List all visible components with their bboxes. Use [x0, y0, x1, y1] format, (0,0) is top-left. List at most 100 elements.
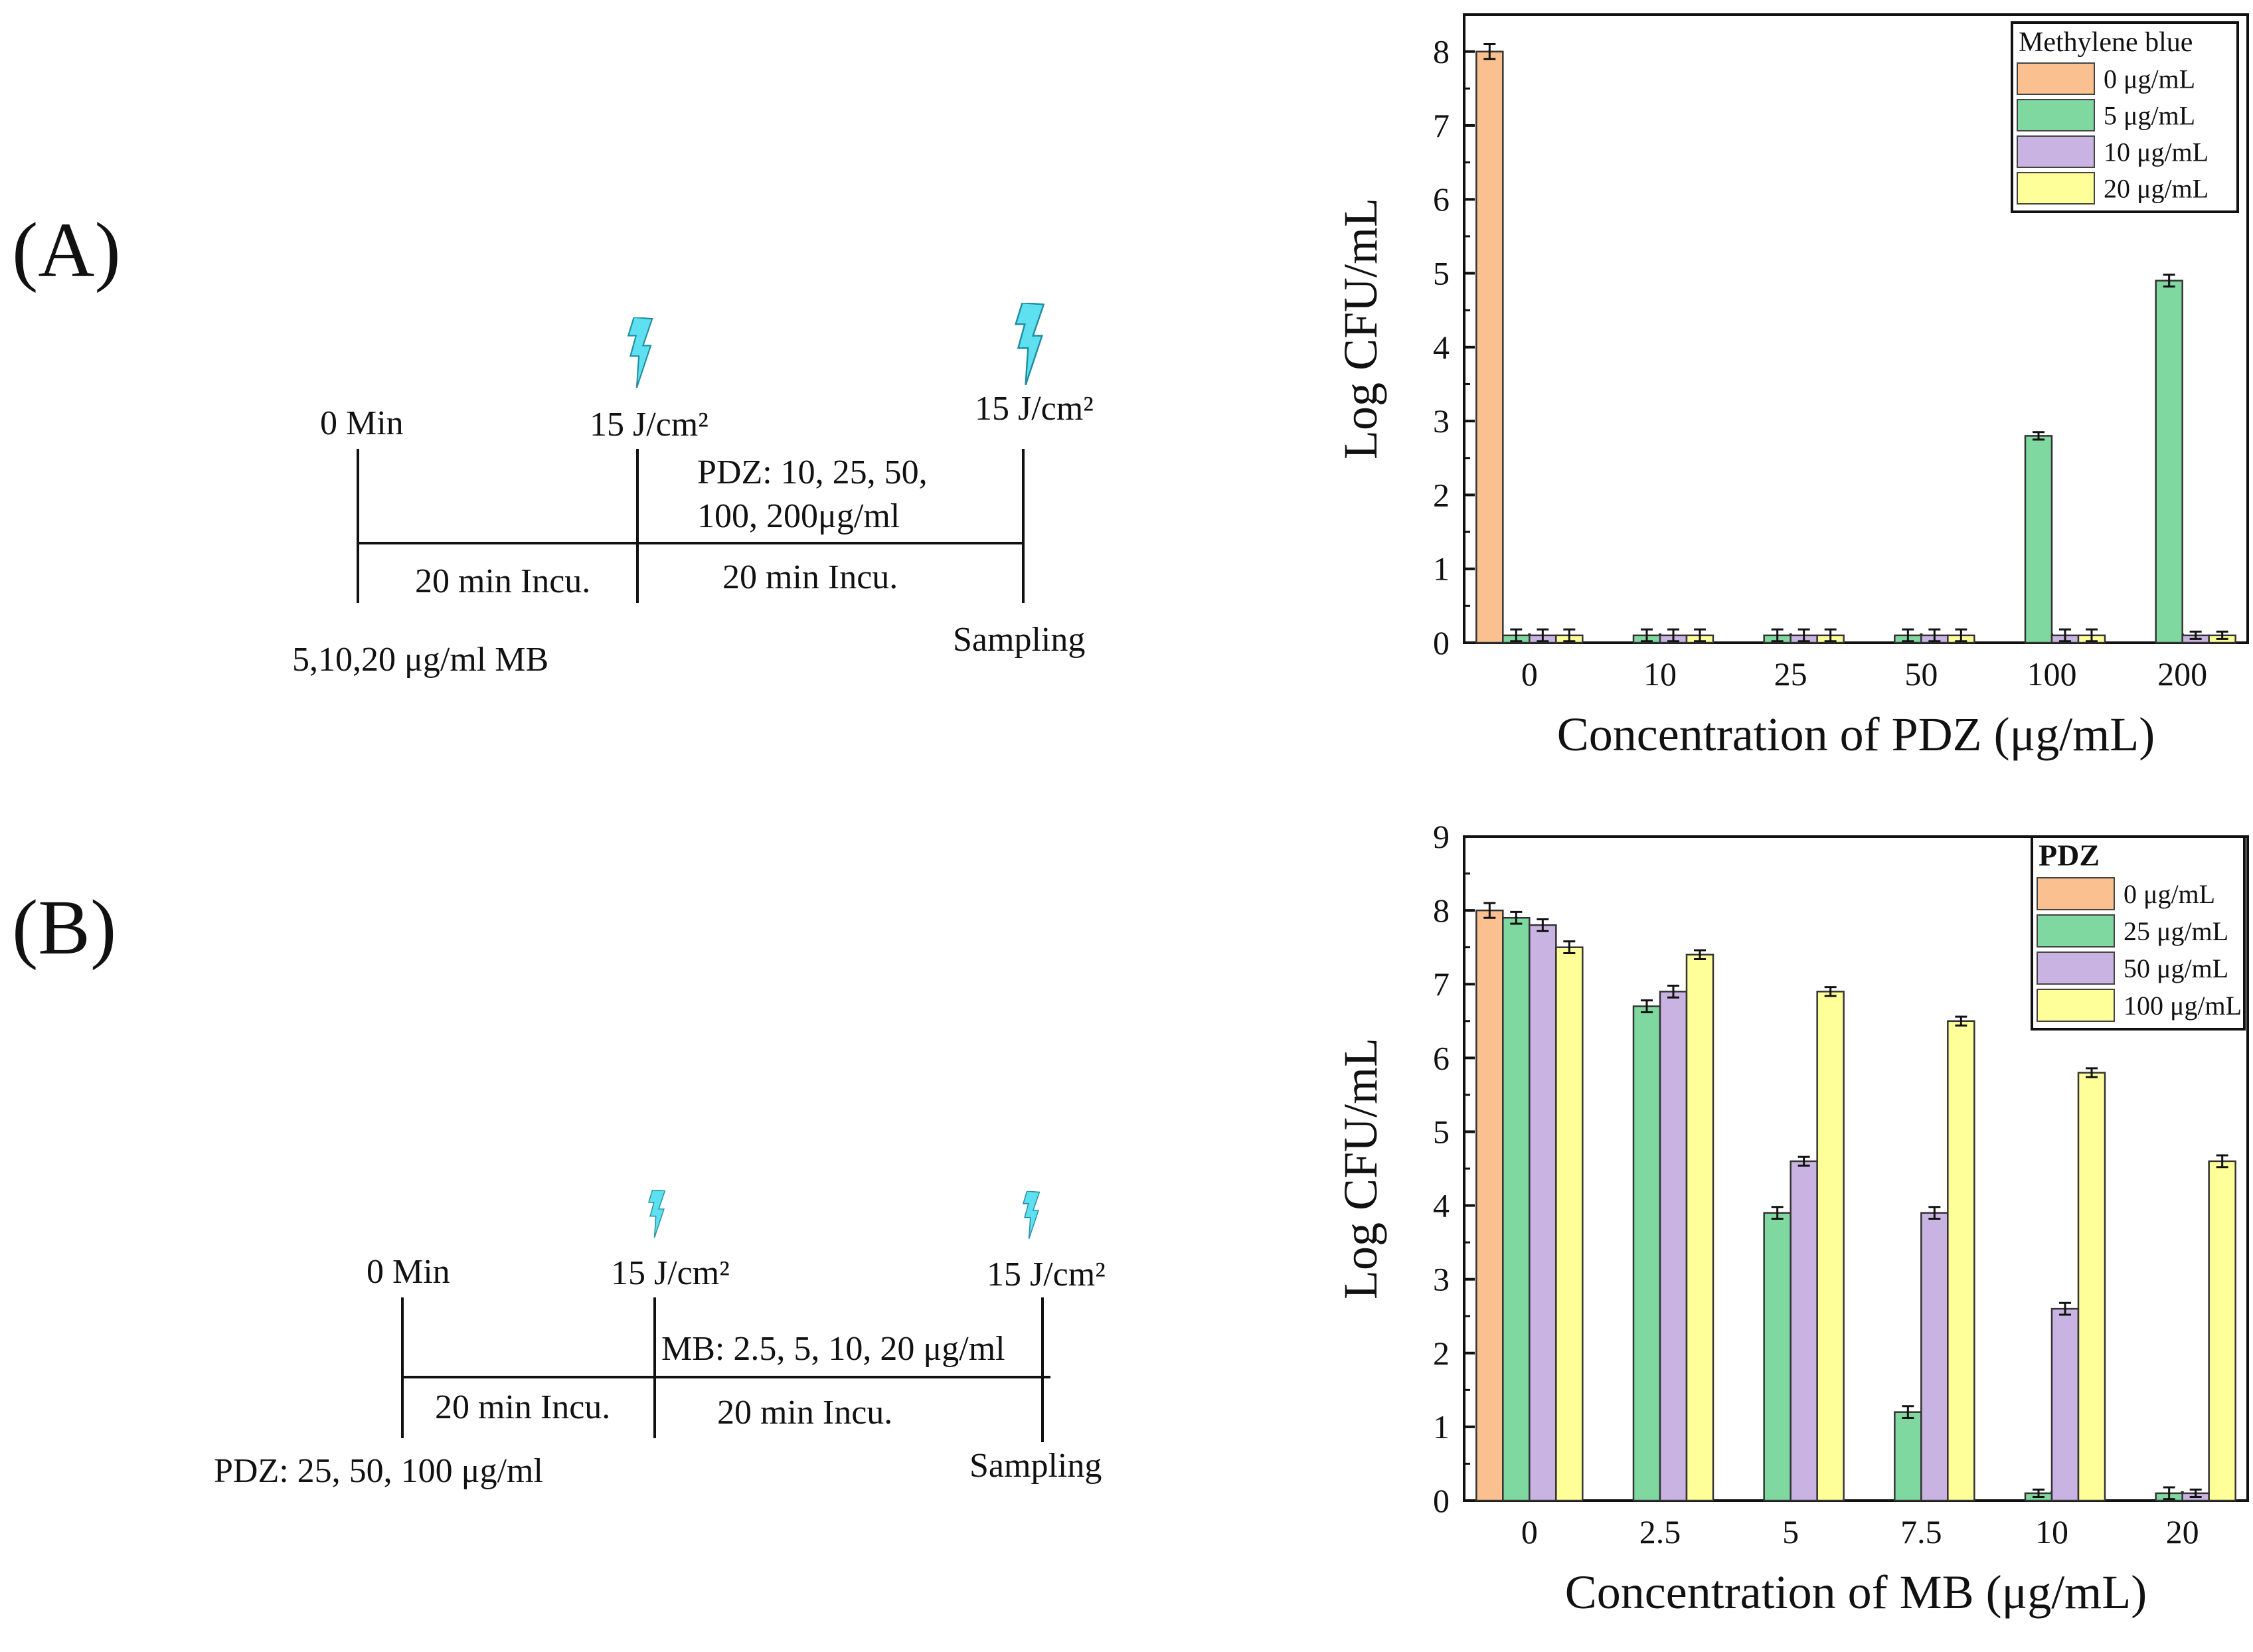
timeline-b-light1-label: 15 J/cm² — [611, 1254, 730, 1292]
y-tick-label: 1 — [1433, 1408, 1450, 1446]
legend-title: Methylene blue — [2019, 27, 2193, 58]
timeline-b-light2-label: 15 J/cm² — [987, 1256, 1106, 1293]
y-tick-label: 4 — [1433, 329, 1450, 366]
bar — [1502, 916, 1531, 1502]
timeline-a-start-label: 0 Min — [320, 404, 404, 442]
y-tick-label: 2 — [1433, 1335, 1450, 1372]
bar — [1763, 1212, 1792, 1502]
x-tick-label: 0 — [1521, 1513, 1538, 1550]
y-tick-label: 1 — [1433, 550, 1450, 588]
bar — [1947, 1020, 1975, 1502]
y-axis-label: Log CFU/mL — [1334, 198, 1387, 459]
x-axis-label: Concentration of PDZ (μg/mL) — [1557, 708, 2155, 761]
lightning-bolt-icon — [1014, 303, 1044, 385]
legend-swatch — [2017, 99, 2095, 131]
chart-a: 0 1 2 3 4 5 6 7 8 Log CFU/mL 0 10 25 50 100 200Concentr… — [1334, 13, 2249, 761]
y-tick-label: 0 — [1433, 1482, 1450, 1519]
bar — [1920, 1212, 1949, 1502]
bar — [1529, 924, 1557, 1502]
bar — [2024, 435, 2053, 644]
timeline-a-tick-light1 — [636, 449, 639, 603]
timeline-b-drug-line1: MB: 2.5, 5, 10, 20 μg/ml — [661, 1330, 1005, 1368]
lightning-bolt-icon — [1022, 1191, 1040, 1239]
y-tick-label: 6 — [1433, 181, 1450, 218]
x-tick-label: 0 — [1521, 655, 1538, 693]
legend-entry-label: 5 μg/mL — [2104, 100, 2195, 130]
plot-frame — [1463, 13, 2249, 644]
bar — [2155, 280, 2183, 644]
timeline-b-tick-light1 — [653, 1297, 656, 1438]
x-tick-label: 25 — [1774, 655, 1807, 693]
timeline-a-incubation2: 20 min Incu. — [722, 558, 898, 596]
legend-entry-label: 50 μg/mL — [2124, 953, 2228, 983]
bar — [1475, 909, 1504, 1502]
y-tick-label: 6 — [1433, 1039, 1450, 1076]
bar — [1685, 953, 1714, 1502]
y-tick-label: 3 — [1433, 402, 1450, 440]
x-tick-label: 5 — [1782, 1513, 1799, 1550]
legend-entry-label: 100 μg/mL — [2124, 991, 2242, 1021]
bar — [1816, 991, 1845, 1502]
bar — [2208, 1160, 2236, 1502]
y-tick-label: 5 — [1433, 1113, 1450, 1150]
timeline-b-incubation2: 20 min Incu. — [717, 1394, 893, 1432]
timeline-a-drug-line1: PDZ: 10, 25, 50, — [697, 454, 928, 491]
legend-swatch — [2017, 172, 2095, 205]
y-tick-label: 2 — [1433, 476, 1450, 513]
legend-entry-label: 25 μg/mL — [2124, 916, 2228, 946]
bar — [1894, 1411, 1922, 1502]
bar — [2077, 1072, 2106, 1502]
timeline-b-pretreatment: PDZ: 25, 50, 100 μg/ml — [214, 1452, 543, 1490]
y-tick-label: 8 — [1433, 33, 1450, 70]
lightning-bolt-icon — [627, 317, 653, 388]
y-tick-label: 0 — [1433, 624, 1450, 661]
timeline-a-drug-line2: 100, 200μg/ml — [697, 497, 900, 535]
legend-swatch — [2037, 989, 2115, 1022]
timeline-b-start-label: 0 Min — [367, 1253, 450, 1291]
timeline-b-tick-start — [401, 1297, 404, 1438]
legend-entry-label: 0 μg/mL — [2124, 879, 2215, 909]
bar — [1790, 1160, 1818, 1502]
panel-b-label: (B) — [12, 884, 117, 971]
x-tick-label: 7.5 — [1900, 1513, 1942, 1550]
legend-swatch — [2017, 135, 2095, 168]
y-axis-label: Log CFU/mL — [1334, 1038, 1387, 1299]
y-tick-label: 7 — [1433, 965, 1450, 1003]
panel-a-label: (A) — [12, 206, 121, 293]
timeline-a-light2-label: 15 J/cm² — [975, 390, 1094, 428]
timeline-b-sampling: Sampling — [969, 1447, 1102, 1485]
y-tick-label: 4 — [1433, 1187, 1450, 1224]
legend-swatch — [2017, 62, 2095, 95]
timeline-a-incubation1: 20 min Incu. — [415, 562, 591, 600]
y-tick-label: 8 — [1433, 892, 1450, 929]
bar — [1659, 991, 1688, 1502]
legend-title: PDZ — [2039, 839, 2100, 872]
y-tick-label: 3 — [1433, 1261, 1450, 1298]
bar — [1475, 50, 1504, 644]
timeline-b-incubation1: 20 min Incu. — [435, 1388, 611, 1426]
bar — [2050, 1307, 2080, 1502]
legend-swatch — [2037, 951, 2115, 985]
y-tick-label: 7 — [1433, 107, 1450, 144]
bar — [1632, 1005, 1661, 1502]
y-tick-label: 9 — [1433, 818, 1450, 855]
legend-entry-label: 0 μg/mL — [2104, 64, 2195, 94]
legend-swatch — [2037, 914, 2115, 948]
timeline-a-light1-label: 15 J/cm² — [590, 406, 709, 444]
timeline-a-tick-light2 — [1022, 449, 1025, 603]
timeline-a-pretreatment: 5,10,20 μg/ml MB — [292, 641, 549, 679]
x-tick-label: 200 — [2157, 655, 2207, 693]
timeline-a-axis — [357, 542, 1025, 544]
x-tick-label: 10 — [1643, 655, 1677, 693]
x-axis-label: Concentration of MB (μg/mL) — [1565, 1566, 2147, 1619]
x-tick-label: 10 — [2035, 1513, 2068, 1550]
timeline-a-tick-start — [357, 449, 359, 603]
timeline-b-tick-light2 — [1041, 1297, 1044, 1442]
legend-entry-label: 10 μg/mL — [2104, 137, 2209, 167]
x-tick-label: 2.5 — [1639, 1513, 1681, 1550]
bar — [1555, 946, 1584, 1502]
legend-swatch — [2037, 877, 2115, 910]
x-tick-label: 50 — [1904, 655, 1938, 693]
timeline-a-sampling: Sampling — [953, 621, 1086, 659]
lightning-bolt-icon — [647, 1190, 665, 1238]
